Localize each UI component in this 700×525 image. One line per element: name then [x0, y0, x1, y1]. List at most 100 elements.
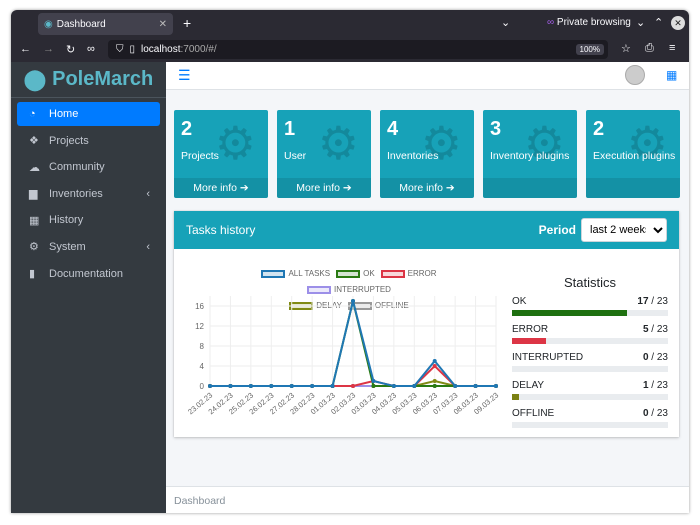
brand-name: PoleMarch — [52, 68, 154, 90]
data-point[interactable] — [289, 384, 294, 388]
gear-icon: ⚙ — [317, 117, 359, 169]
stat-value: 5 / 23 — [642, 324, 668, 335]
stat-label: ERROR — [512, 324, 549, 335]
zoom-level[interactable]: 100% — [575, 44, 604, 55]
legend-item[interactable]: ALL TASKS — [261, 267, 330, 281]
y-tick-label: 0 — [200, 382, 205, 391]
data-point[interactable] — [208, 384, 212, 388]
maximize-icon[interactable]: ⌃ — [654, 17, 664, 29]
tab-list-chevron-icon[interactable]: ⌄ — [501, 17, 511, 29]
sidebar-item-history[interactable]: ▦ History — [17, 208, 160, 232]
legend-item[interactable]: ERROR — [380, 267, 437, 281]
book-icon: ▮ — [29, 268, 36, 281]
data-point[interactable] — [228, 384, 233, 388]
data-point[interactable] — [494, 384, 498, 388]
y-tick-label: 12 — [195, 322, 204, 331]
user-avatar[interactable] — [625, 65, 645, 85]
data-point[interactable] — [432, 359, 437, 363]
data-point[interactable] — [351, 299, 355, 303]
y-tick-label: 16 — [195, 302, 204, 311]
sidebar-item-label: History — [49, 214, 84, 227]
url-bar[interactable]: ⛉ ▯ localhost:7000/#/ 100% — [108, 40, 608, 59]
sidebar-item-projects[interactable]: ❖ Projects — [17, 129, 160, 153]
menu-icon[interactable]: ≡ — [669, 42, 676, 54]
browser-window: ◉ Dashboard ✕ + ⌄ ∞ Private browsing ⌄ ⌃… — [11, 10, 689, 513]
shield-icon[interactable]: ⛉ — [116, 44, 124, 55]
legend-item[interactable]: INTERRUPTED — [307, 283, 391, 297]
summary-box: ⚙ 3 Inventory plugins — [483, 110, 577, 198]
data-point[interactable] — [473, 384, 478, 388]
reload-icon[interactable]: ↻ — [66, 44, 76, 56]
close-window-icon[interactable]: ✕ — [671, 16, 685, 30]
chart-legend: ALL TASKS OK ERROR INTERRUPTED DELAY OFFLINE — [214, 267, 484, 315]
gear-icon: ⚙ — [626, 117, 668, 169]
sidebar-item-community[interactable]: ☁ Community — [17, 155, 160, 179]
sidebar-item-home[interactable]: ◔ Home — [17, 102, 160, 126]
dashboard-icon: ◔ — [29, 108, 36, 120]
tab-bar: ◉ Dashboard ✕ + ⌄ ∞ Private browsing ⌄ ⌃… — [11, 10, 689, 38]
sidebar-item-label: Inventories — [49, 187, 103, 200]
stat-total: 23 — [656, 352, 668, 363]
minimize-icon[interactable]: ⌄ — [636, 17, 646, 29]
extensions-icon[interactable]: ⎙ — [645, 42, 654, 54]
new-tab-button[interactable]: + — [183, 15, 192, 31]
main-content: ☰ ▦ ⚙ 2 Projects More info ➔ ⚙ 1 User More info… — [166, 62, 689, 513]
stat-progress-fill — [512, 338, 546, 344]
data-point[interactable] — [269, 384, 274, 388]
summary-boxes: ⚙ 2 Projects More info ➔ ⚙ 1 User More info ➔ ⚙ 4… — [174, 110, 680, 198]
sidebar-item-label: Home — [49, 108, 79, 120]
cog-icon: ⚙ — [29, 241, 39, 254]
close-tab-icon[interactable]: ✕ — [158, 18, 167, 30]
apps-grid-icon[interactable]: ▦ — [666, 68, 678, 82]
sidebar-item-documentation[interactable]: ▮ Documentation — [17, 262, 160, 286]
statistics-panel: Statistics OK 17 / 23 ERROR 5 / 23 INTERRUPT… — [512, 275, 668, 436]
box-count: 2 — [181, 118, 193, 140]
statistics-title: Statistics — [563, 275, 616, 290]
cubes-icon: ❖ — [29, 135, 39, 148]
data-point[interactable] — [371, 384, 376, 388]
hamburger-menu-icon[interactable]: ☰ — [178, 67, 191, 83]
stat-count: 5 — [642, 324, 649, 335]
sidebar-nav: ◔ Home ❖ Projects ☁ Community ▆ Inventories ‹ ▦ Hi… — [11, 98, 166, 292]
gear-icon: ⚙ — [523, 117, 565, 169]
forward-icon[interactable]: → — [43, 43, 54, 55]
legend-label: ALL TASKS — [288, 269, 331, 278]
data-point[interactable] — [412, 384, 417, 388]
more-info-link[interactable]: More info ➔ — [380, 178, 474, 198]
sidebar-item-system[interactable]: ⚙ System ‹ — [17, 235, 160, 259]
sidebar-item-label: Community — [49, 161, 105, 174]
brand-logo[interactable]: ⬤ PoleMarch — [11, 62, 166, 98]
data-point[interactable] — [351, 384, 355, 388]
legend-item[interactable]: OK — [336, 267, 375, 281]
legend-swatch — [261, 270, 286, 278]
sidebar-item-label: System — [49, 240, 86, 253]
private-mask-icon: ∞ — [87, 43, 95, 55]
y-tick-label: 8 — [200, 342, 205, 351]
back-icon[interactable]: ← — [20, 43, 31, 55]
stat-count: 0 — [642, 408, 649, 419]
stat-delay: DELAY 1 / 23 — [512, 380, 668, 400]
data-point[interactable] — [432, 384, 437, 388]
tab-dashboard[interactable]: ◉ Dashboard ✕ — [38, 13, 173, 35]
data-point[interactable] — [330, 384, 335, 388]
data-point[interactable] — [453, 384, 458, 388]
more-info-link[interactable]: More info ➔ — [277, 178, 371, 198]
bookmark-star-icon[interactable]: ☆ — [621, 43, 631, 55]
more-info-link[interactable]: More info ➔ — [174, 178, 268, 198]
data-point[interactable] — [432, 364, 437, 368]
period-select[interactable]: last 2 weeks — [581, 218, 667, 242]
nav-toolbar: ← → ↻ ∞ ⛉ ▯ localhost:7000/#/ 100% ☆ ⎙ ≡ — [11, 38, 689, 62]
stat-value: 0 / 23 — [642, 352, 668, 363]
data-point[interactable] — [248, 384, 253, 388]
data-point[interactable] — [391, 384, 396, 388]
stat-progress-bar — [512, 338, 668, 344]
folder-icon: ▆ — [29, 188, 38, 201]
sidebar-item-label: Projects — [49, 134, 89, 147]
data-point[interactable] — [310, 384, 315, 388]
page-icon: ▯ — [129, 44, 136, 55]
gear-icon: ⚙ — [420, 117, 462, 169]
data-point[interactable] — [371, 379, 376, 383]
sidebar-item-inventories[interactable]: ▆ Inventories ‹ — [17, 182, 160, 206]
data-point[interactable] — [432, 379, 437, 383]
stat-total: 23 — [656, 380, 668, 391]
